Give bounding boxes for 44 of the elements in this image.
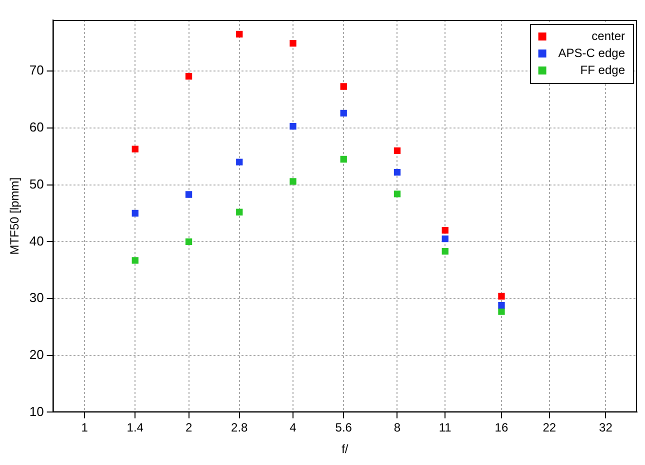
point (498, 308, 505, 315)
point (290, 40, 296, 47)
y-tick-label: 40 (29, 233, 44, 248)
point (185, 238, 192, 246)
point (132, 146, 138, 152)
point (236, 30, 243, 38)
point (236, 158, 243, 166)
y-tick-label: 70 (29, 62, 44, 78)
x-tick-label: 5.6 (335, 420, 352, 435)
y-tick-label: 20 (29, 346, 44, 362)
text: center (592, 28, 625, 43)
point (340, 83, 347, 90)
point (340, 110, 347, 117)
text: FF edge (580, 62, 626, 77)
x-tick-label: 22 (542, 420, 556, 435)
x-tick-label: 2 (185, 420, 192, 435)
x-tick-label: 32 (599, 420, 613, 435)
x-tick-label: 16 (494, 420, 508, 435)
x-axis-title: f/ (342, 442, 349, 456)
point (185, 72, 192, 80)
x-tick-label: 1 (81, 420, 88, 435)
y-tick-label: 60 (29, 120, 44, 135)
point (394, 169, 401, 176)
point (290, 178, 296, 185)
point (290, 122, 296, 130)
y-axis-title: MTF50 [lpmm] (8, 177, 22, 255)
x-tick-label: 1.4 (126, 420, 144, 435)
point (498, 302, 505, 309)
x-tick-label: 8 (394, 420, 401, 435)
point (498, 292, 505, 300)
x-tick-label: 2.8 (231, 420, 248, 435)
y-tick-label: 10 (29, 404, 44, 419)
x-tick-label: 4 (290, 420, 297, 435)
point (236, 208, 243, 216)
y-tick-label: 30 (29, 290, 44, 306)
point (340, 156, 347, 163)
point (132, 257, 138, 264)
x-tick-label: 11 (438, 420, 452, 435)
point (185, 191, 192, 198)
point (132, 210, 138, 217)
point (394, 147, 401, 154)
legend-label: APS-C edge (558, 46, 626, 60)
y-tick-label: 50 (29, 176, 44, 192)
point (394, 190, 401, 198)
